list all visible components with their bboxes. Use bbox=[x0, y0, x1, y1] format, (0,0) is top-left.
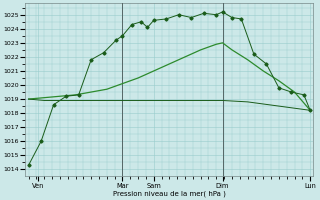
X-axis label: Pression niveau de la mer( hPa ): Pression niveau de la mer( hPa ) bbox=[113, 190, 226, 197]
